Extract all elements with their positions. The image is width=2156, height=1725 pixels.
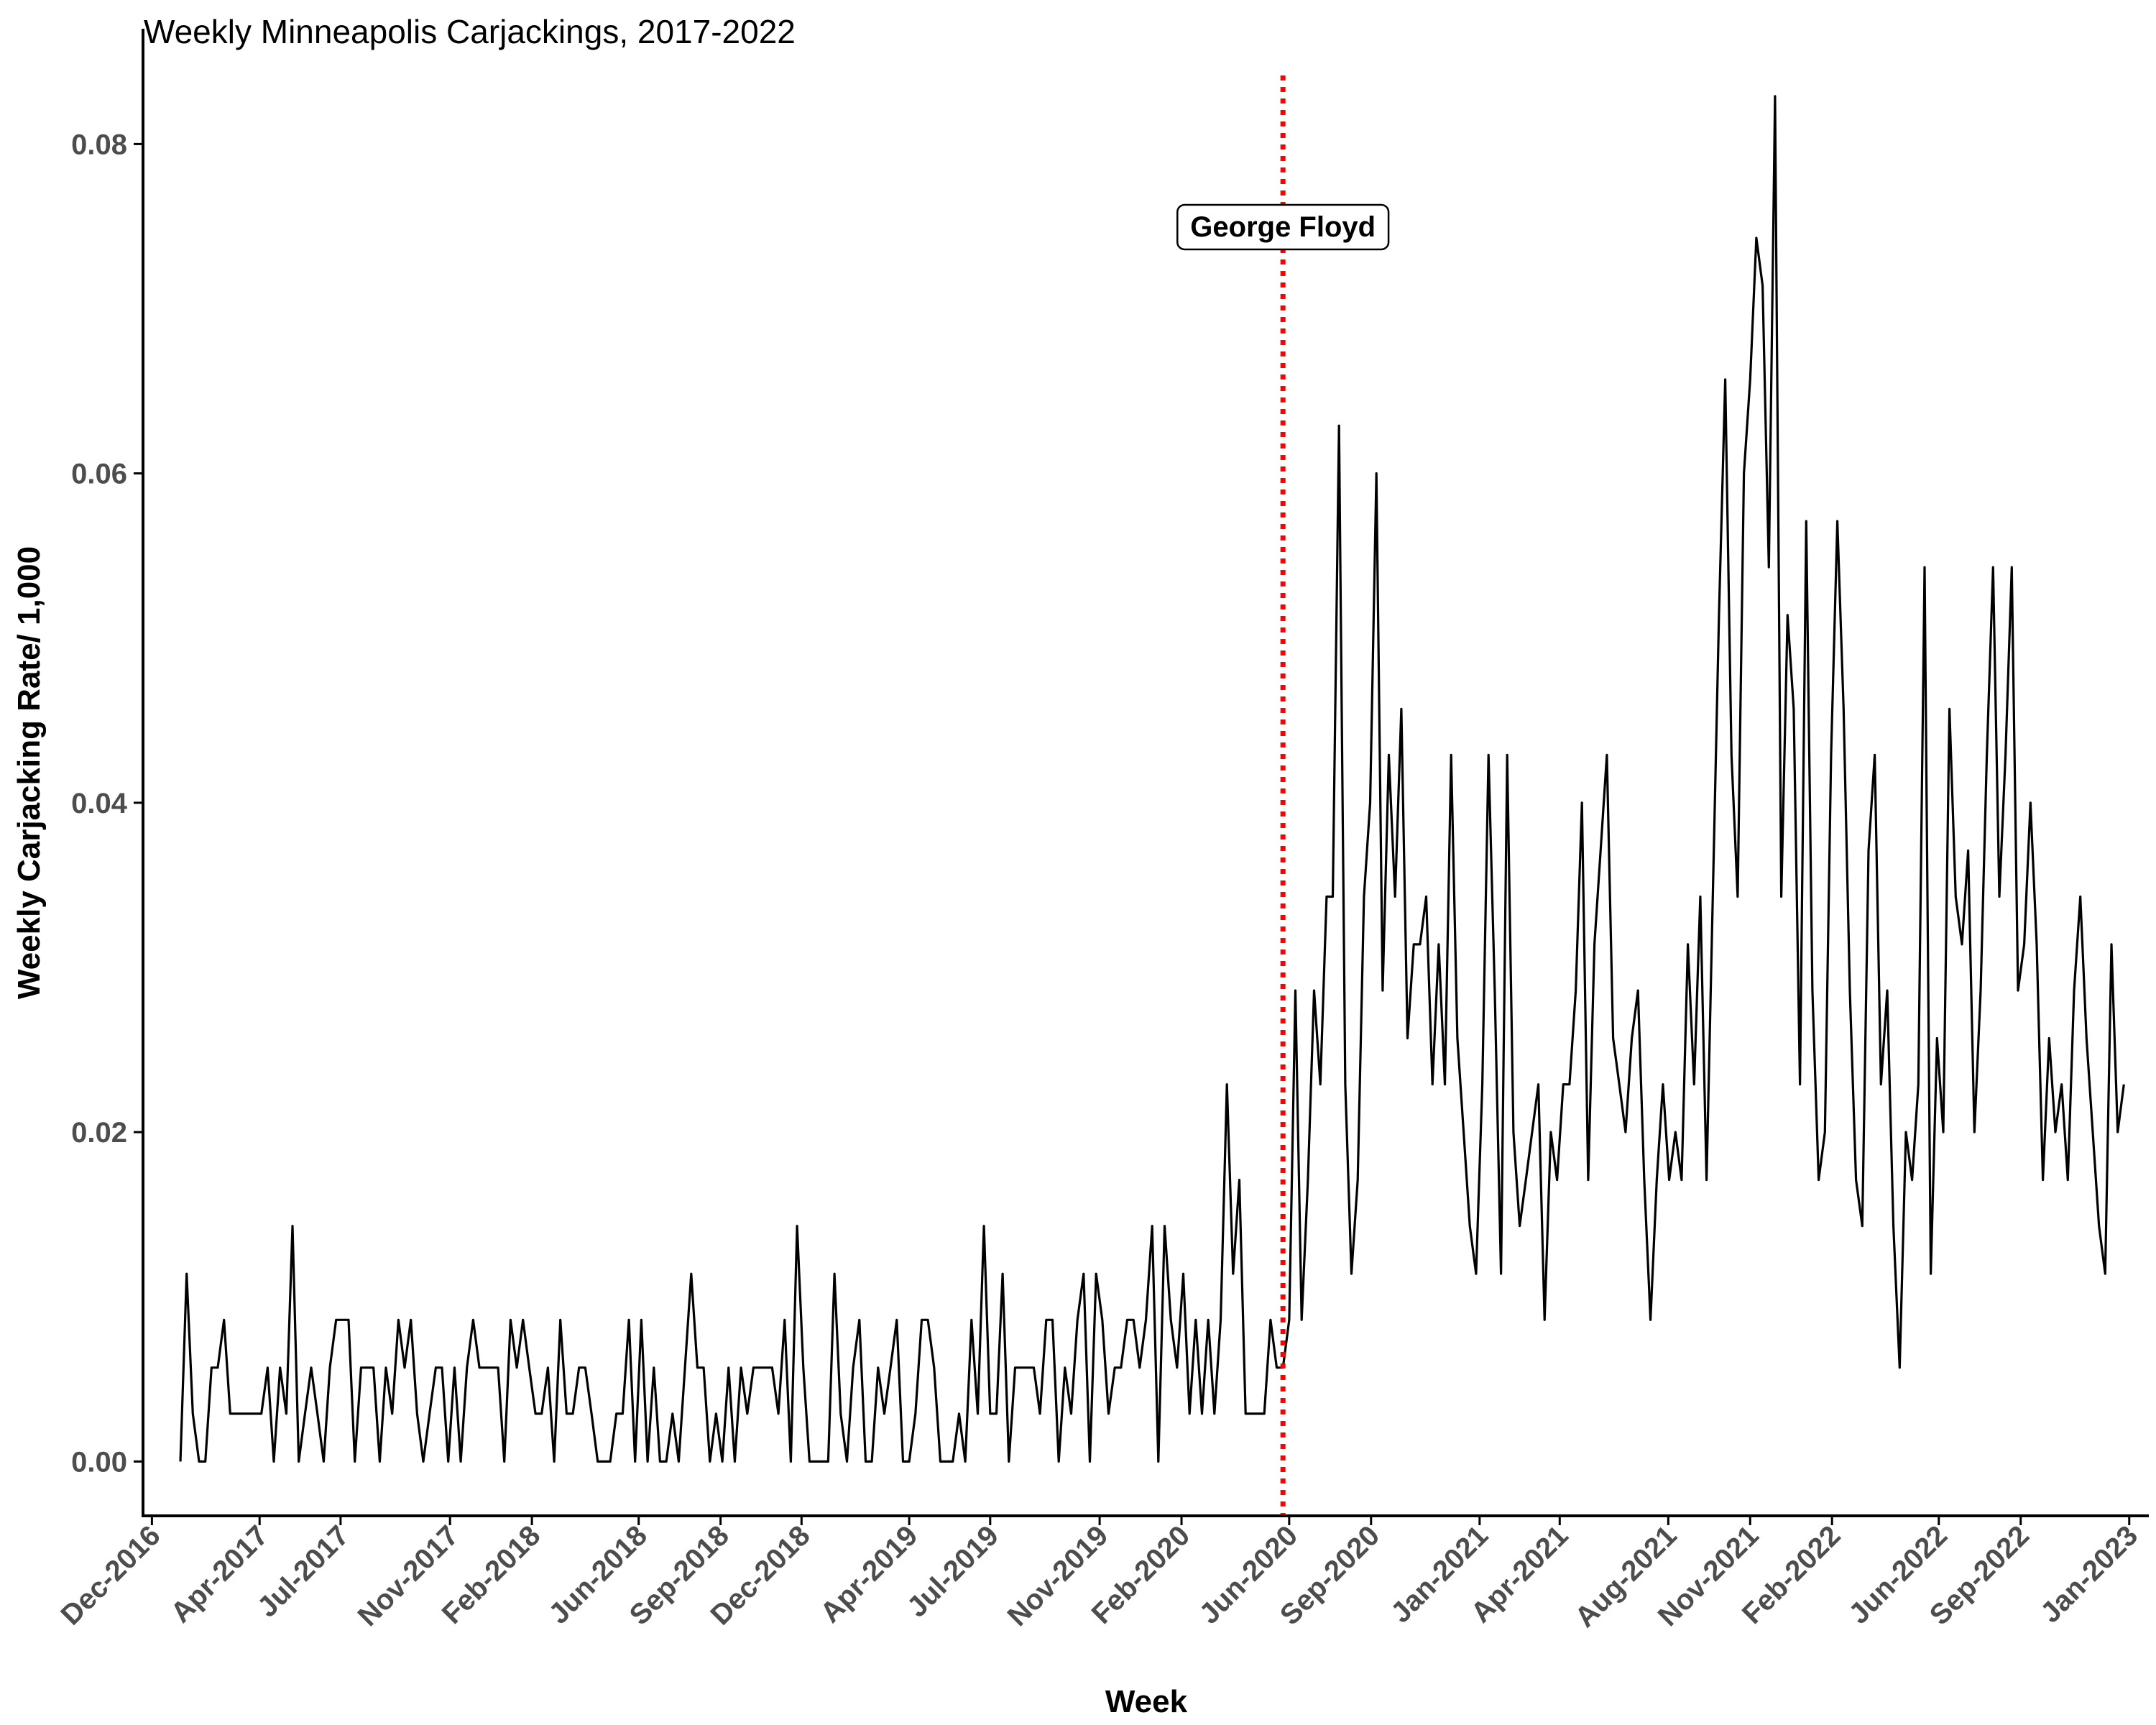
x-tick-label: Dec-2016 [55,1519,166,1631]
y-tick-label: 0.04 [71,788,128,819]
chart-title: Weekly Minneapolis Carjackings, 2017-202… [144,13,796,50]
event-marker-label: George Floyd [1190,211,1376,243]
x-tick-label: Jan-2023 [2035,1519,2144,1629]
y-axis-title: Weekly Carjacking Rate/ 1,000 [11,546,47,999]
series-line-0 [179,95,2125,1463]
y-axis-ticks: 0.00 0.02 0.04 0.06 0.08 [71,129,143,1478]
x-axis-title: Week [1105,1684,1188,1719]
x-axis-ticks: Dec-2016Apr-2017Jul-2017Nov-2017Feb-2018… [55,1516,2144,1634]
x-tick-label: Apr-2019 [814,1519,923,1629]
x-tick-label: Apr-2017 [165,1519,274,1629]
y-tick-label: 0.06 [71,459,127,490]
y-tick-label: 0.00 [71,1446,127,1478]
event-marker-box [1176,203,1390,251]
plot-area: George Floyd [179,75,2125,1516]
y-tick-label: 0.02 [71,1117,127,1149]
y-tick-label: 0.08 [71,129,127,160]
